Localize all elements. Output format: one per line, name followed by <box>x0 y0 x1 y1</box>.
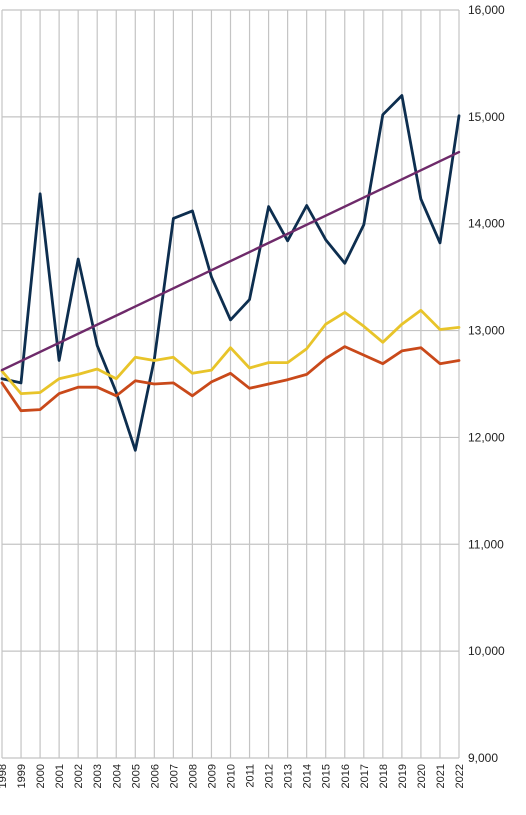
series-lines <box>0 94 461 452</box>
x-tick-label: 2012 <box>264 764 276 788</box>
series-line-2 <box>0 345 461 413</box>
x-tick-label: 2013 <box>283 764 295 788</box>
x-tick-label: 1999 <box>16 764 28 788</box>
x-tick-label: 2021 <box>435 764 447 788</box>
x-tick-label: 2007 <box>168 764 180 788</box>
x-tick-label: 2022 <box>454 764 466 788</box>
x-tick-label: 2002 <box>73 764 85 788</box>
x-tick-label: 2011 <box>245 764 257 788</box>
x-tick-label: 2019 <box>397 764 409 788</box>
series-line-1 <box>0 308 461 396</box>
y-tick-label: 11,000 <box>468 537 504 551</box>
x-tick-label: 2015 <box>321 764 333 788</box>
x-tick-label: 2017 <box>359 764 371 788</box>
y-tick-label: 10,000 <box>468 644 505 658</box>
x-tick-label: 2008 <box>187 764 199 788</box>
x-tick-label: 2010 <box>226 764 238 788</box>
x-tick-label: 2005 <box>130 764 142 788</box>
x-tick-label: 2009 <box>206 764 218 788</box>
trendline-series-3 <box>0 150 461 372</box>
y-tick-label: 15,000 <box>468 110 505 124</box>
y-tick-label: 13,000 <box>468 324 505 338</box>
y-tick-label: 14,000 <box>468 217 505 231</box>
y-axis-tick-labels: 9,000 10,000 11,000 12,000 13,000 14,000 15,00… <box>468 3 505 765</box>
x-tick-label: 2001 <box>54 764 66 788</box>
x-tick-label: 2020 <box>416 764 428 788</box>
y-tick-label: 12,000 <box>468 430 505 444</box>
x-tick-label: 2003 <box>92 764 104 788</box>
x-tick-label: 2006 <box>149 764 161 788</box>
x-tick-label: 2018 <box>378 764 390 788</box>
x-tick-label: 2004 <box>111 764 123 788</box>
x-tick-label: 2000 <box>35 764 47 788</box>
x-axis-tick-labels: 1998 1999 2000 2001 2002 2003 2004 2005 2006 2007… <box>0 764 466 788</box>
x-tick-label: 2014 <box>302 764 314 788</box>
y-tick-label: 9,000 <box>468 751 498 765</box>
y-tick-label: 16,000 <box>468 3 505 17</box>
x-tick-label: 1998 <box>0 764 9 788</box>
x-tick-label: 2016 <box>340 764 352 788</box>
series-line-0 <box>0 94 461 452</box>
